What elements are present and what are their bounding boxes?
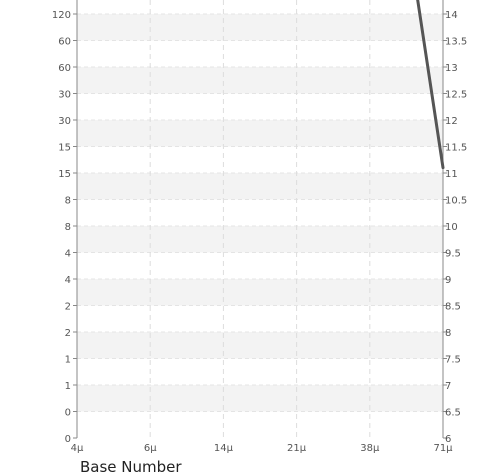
right-tick-label: 7	[445, 381, 451, 392]
right-tick-label: 12	[445, 116, 458, 127]
right-axis-ticks: 6 6.5 7 7.5 8 8.5 9 9.5 10 10.5 11 11.5 12 12.5 13 13.5…	[443, 10, 467, 445]
left-axis-ticks: 0 0 1 1 2 2 4 4 8 8 15 15 30 30 60 60 120	[52, 10, 77, 445]
right-tick-label: 6.5	[445, 408, 461, 419]
right-tick-label: 8.5	[445, 302, 461, 313]
right-tick-label: 9.5	[445, 249, 461, 260]
grid-band	[77, 226, 443, 253]
x-axis-title: Base Number	[80, 458, 182, 475]
left-tick-label: 60	[58, 63, 71, 74]
grid-band	[77, 67, 443, 94]
series-layer	[416, 0, 445, 170]
background-bands	[77, 13, 443, 412]
series-line	[416, 0, 445, 170]
axes	[76, 0, 444, 438]
left-tick-label: 2	[65, 328, 71, 339]
x-tick-label: 38μ	[360, 443, 380, 454]
x-tick-label: 4μ	[71, 443, 84, 454]
left-tick-label: 8	[65, 222, 71, 233]
left-tick-label: 0	[65, 408, 71, 419]
x-tick-label: 71μ	[433, 443, 453, 454]
right-tick-label: 10	[445, 222, 458, 233]
right-tick-label: 6	[445, 434, 451, 445]
right-tick-label: 7.5	[445, 355, 461, 366]
grid-band	[77, 173, 443, 200]
left-tick-label: 8	[65, 196, 71, 207]
grid-band	[77, 279, 443, 306]
left-tick-label: 15	[58, 169, 71, 180]
right-tick-label: 12.5	[445, 90, 467, 101]
right-tick-label: 11.5	[445, 143, 467, 154]
grid-band	[77, 332, 443, 359]
right-tick-label: 13.5	[445, 37, 467, 48]
left-tick-label: 4	[65, 249, 71, 260]
right-tick-label: 9	[445, 275, 451, 286]
left-tick-label: 60	[58, 37, 71, 48]
left-tick-label: 2	[65, 302, 71, 313]
left-tick-label: 15	[58, 143, 71, 154]
grid-band	[77, 120, 443, 147]
left-tick-label: 30	[58, 90, 71, 101]
left-tick-label: 1	[65, 355, 71, 366]
left-tick-label: 1	[65, 381, 71, 392]
right-tick-label: 11	[445, 169, 458, 180]
x-axis-ticks: 4μ 6μ 14μ 21μ 38μ 71μ	[71, 443, 454, 454]
grid-band	[77, 385, 443, 412]
left-tick-label: 120	[52, 10, 71, 21]
x-tick-label: 21μ	[287, 443, 307, 454]
x-tick-label: 14μ	[214, 443, 234, 454]
grid-band	[77, 14, 443, 41]
left-tick-label: 30	[58, 116, 71, 127]
left-tick-label: 0	[65, 434, 71, 445]
right-tick-label: 8	[445, 328, 451, 339]
left-tick-label: 4	[65, 275, 71, 286]
right-tick-label: 14	[445, 10, 458, 21]
right-tick-label: 13	[445, 63, 458, 74]
right-tick-label: 10.5	[445, 196, 467, 207]
vertical-gridlines	[149, 0, 371, 438]
x-tick-label: 6μ	[144, 443, 157, 454]
